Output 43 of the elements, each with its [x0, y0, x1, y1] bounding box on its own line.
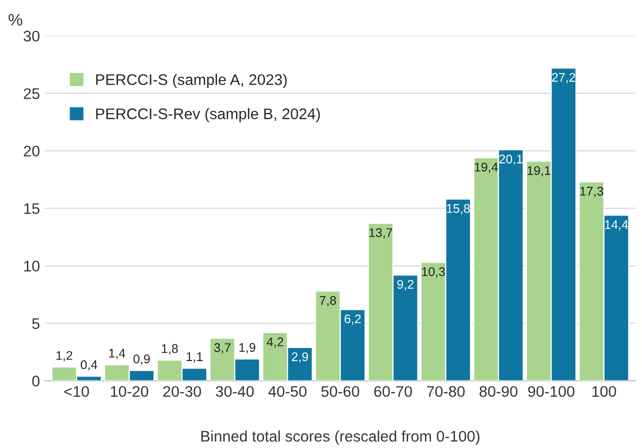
- y-tick-label: 20: [24, 146, 40, 157]
- data-label: 17,3: [580, 186, 604, 198]
- data-label: 1,4: [109, 348, 126, 360]
- x-tick-label: 60-70: [374, 386, 412, 397]
- y-tick-label: 25: [24, 88, 40, 100]
- data-label: 19,1: [528, 166, 550, 176]
- data-label: 1,8: [162, 344, 178, 355]
- data-label: 1,2: [56, 351, 72, 362]
- x-tick-label: 90-100: [528, 386, 574, 397]
- x-tick-label: 100: [592, 386, 616, 397]
- x-tick-label: 70-80: [426, 386, 465, 397]
- data-label: 19,4: [474, 162, 498, 173]
- y-tick-label: 5: [32, 318, 40, 329]
- data-label: 6,2: [344, 314, 361, 325]
- x-tick-label: 50-60: [321, 386, 360, 397]
- y-tick-label: 10: [24, 260, 40, 272]
- x-tick-label: 10-20: [110, 386, 148, 397]
- data-label: 1,9: [239, 343, 256, 354]
- data-label: 13,7: [369, 228, 392, 239]
- y-tick-label: 0: [32, 376, 40, 386]
- x-tick-label: 40-50: [268, 386, 306, 397]
- x-tick-label: <10: [64, 386, 89, 397]
- y-tick-label: 15: [24, 203, 40, 214]
- x-tick-label: 30-40: [216, 386, 254, 397]
- data-label: 15,8: [446, 204, 470, 214]
- x-tick-label: 80-90: [480, 386, 518, 397]
- data-label: 3,7: [214, 343, 230, 354]
- data-label: 1,1: [186, 352, 203, 363]
- data-label: 7,8: [320, 296, 336, 306]
- data-label: 4,2: [266, 337, 284, 348]
- data-label: 0,4: [80, 360, 98, 371]
- legend-label: PERCCI-S-Rev (sample B, 2024): [96, 108, 320, 122]
- data-label: 9,2: [397, 280, 414, 290]
- legend-label: PERCCI-S (sample A, 2023): [96, 74, 287, 88]
- x-tick-label: 20-30: [163, 386, 201, 397]
- data-label: 27,2: [552, 72, 576, 84]
- data-label: 2,9: [292, 352, 308, 363]
- data-label: 20,1: [499, 154, 522, 165]
- data-label: 0,9: [134, 354, 150, 365]
- data-label: 10,3: [422, 267, 445, 278]
- y-tick-label: 30: [24, 30, 40, 42]
- y-axis-title: %: [8, 14, 22, 26]
- x-axis-title: Binned total scores (rescaled from 0-100): [201, 430, 480, 445]
